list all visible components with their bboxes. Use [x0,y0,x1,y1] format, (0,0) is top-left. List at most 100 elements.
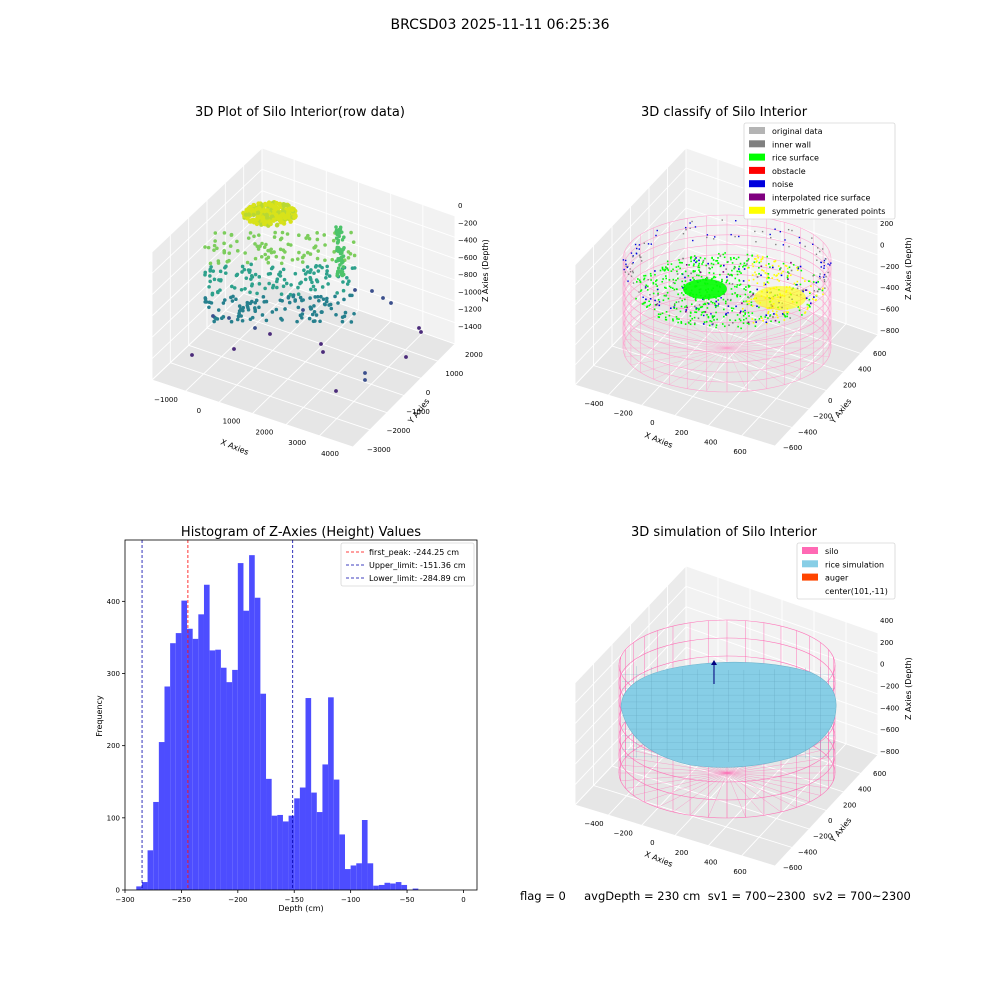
data-point [224,264,228,269]
data-point [655,279,658,281]
data-point [684,323,687,325]
data-point [776,310,778,313]
data-point [685,229,687,231]
data-point [207,305,211,310]
data-point [755,273,758,276]
y-tick-label: −200 [813,833,832,841]
data-point [801,314,803,316]
data-point [735,258,738,261]
data-point [206,245,211,250]
data-point [711,315,714,317]
data-point [765,264,767,267]
data-point [819,288,821,290]
data-point [723,308,725,311]
data-point [695,311,698,314]
data-point [730,288,733,290]
data-point [751,294,753,297]
data-point [715,324,718,326]
data-point [764,272,767,274]
data-point [738,284,741,287]
data-point [788,245,790,248]
data-point [657,316,660,318]
silo-floor-spoke [624,339,728,349]
data-point [723,315,725,318]
data-point [679,261,682,264]
data-point [312,271,316,275]
y-tick-label: 400 [858,786,871,794]
data-point [806,303,809,306]
data-point [222,241,226,246]
data-point [703,311,705,313]
histogram-bar [198,614,204,890]
data-point [694,270,696,272]
data-point [774,228,776,230]
data-point [812,298,814,300]
data-point [668,279,671,281]
data-point [746,260,748,262]
data-point [695,307,697,309]
data-point [787,278,789,280]
data-point [264,242,268,247]
z-tick-label: −800 [880,748,899,756]
data-point [747,296,749,298]
data-point [705,320,708,323]
data-point [643,301,646,304]
data-point [761,269,763,271]
data-point [760,260,762,263]
data-point [664,316,667,319]
data-point [279,220,285,225]
data-point [708,324,711,327]
data-point [237,309,242,313]
data-point [804,280,806,282]
data-point [638,279,641,281]
data-point [729,257,732,259]
data-point [251,203,256,208]
data-point [782,262,785,265]
silo-floor-spoke [687,347,728,389]
data-point [216,259,221,263]
data-point [280,318,284,322]
panel1-z-ticks: −1400 −1200 −1000 −800 −600 −400 −200 0 [458,202,482,331]
silo-floor-spoke [669,347,728,385]
data-point [291,294,296,299]
y-tick-label: −200 [813,413,832,421]
data-point [336,301,340,305]
histogram-bar [254,597,261,890]
data-point [661,266,664,269]
data-point [249,274,254,278]
data-point [749,291,751,293]
data-point [708,267,710,269]
data-point [697,266,700,269]
data-point [632,256,634,258]
data-point [704,311,707,313]
data-point [650,243,653,245]
histogram-bar [401,884,408,890]
data-point [807,306,809,309]
x-tick-label: 200 [675,429,688,437]
data-point [819,273,821,275]
data-point [266,248,270,253]
data-point [685,226,687,229]
panel1-zlabel: Z Axies (Depth) [481,239,490,302]
data-point [336,269,340,274]
data-point [798,307,801,309]
data-point [665,277,668,280]
data-point [647,243,650,245]
data-point [734,319,737,322]
data-point [221,315,226,319]
data-point [266,260,271,265]
panel-simulation: 3D simulation of Silo Interior −400 −200 0… [574,525,913,876]
data-point [670,263,673,265]
data-point [726,276,728,278]
data-point [632,271,634,274]
data-point [685,309,688,311]
data-point [776,274,778,277]
data-point [625,265,627,267]
data-point [649,294,651,296]
data-point [694,258,696,261]
y-tick-label: −600 [783,444,802,452]
data-point [736,295,739,298]
data-point [725,281,728,284]
data-point [318,264,322,268]
